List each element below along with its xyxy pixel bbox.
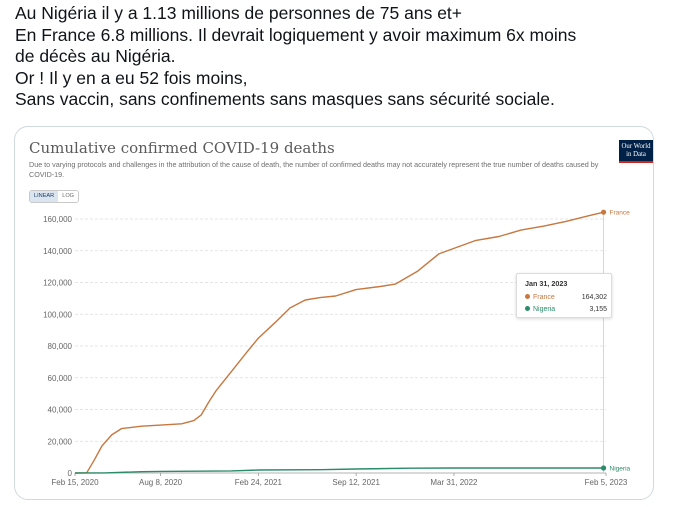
tooltip-series-name: France xyxy=(533,294,555,301)
x-tick-label: Feb 15, 2020 xyxy=(51,478,99,487)
tweet-media-card[interactable]: Cumulative confirmed COVID-19 deaths Due… xyxy=(14,126,654,500)
y-tick-label: 120,000 xyxy=(43,279,72,288)
series-endpoint-france xyxy=(600,209,607,215)
owid-logo-line2: in Data xyxy=(626,151,646,158)
tweet-line: Or ! Il y en a eu 52 fois moins, xyxy=(15,67,248,88)
series-line-france xyxy=(74,211,604,474)
owid-logo-line1: Our World xyxy=(621,143,651,150)
tooltip-row-france: France 164,302 xyxy=(525,294,607,301)
y-tick-label: 40,000 xyxy=(48,406,73,415)
y-tick-label: 0 xyxy=(68,469,73,478)
tooltip-row-nigeria: Nigeria 3,155 xyxy=(525,306,607,313)
scale-toggle: LINEAR LOG xyxy=(29,190,80,203)
series-endpoint-nigeria xyxy=(600,465,607,471)
x-tick-label: Mar 31, 2022 xyxy=(430,478,478,487)
series-label-nigeria: Nigeria xyxy=(610,465,631,472)
x-tick-label: Aug 8, 2020 xyxy=(139,478,183,487)
nigeria-dot-icon xyxy=(525,306,530,311)
tweet-line: Au Nigéria il y a 1.13 millions de perso… xyxy=(15,3,463,23)
tweet-line: de décès au Nigéria. xyxy=(15,46,176,66)
y-tick-label: 80,000 xyxy=(48,342,73,351)
chart-title: Cumulative confirmed COVID-19 deaths xyxy=(29,139,335,157)
y-tick-label: 140,000 xyxy=(43,247,72,256)
x-tick-label: Feb 5, 2023 xyxy=(585,478,628,487)
chart-tooltip: Jan 31, 2023 France 164,302 Nigeria 3,15… xyxy=(516,273,612,318)
tooltip-value: 164,302 xyxy=(581,294,607,301)
linear-scale-button[interactable]: LINEAR xyxy=(30,191,59,202)
tooltip-series-name: Nigeria xyxy=(533,306,556,313)
tweet-line: En France 6.8 millions. Il devrait logiq… xyxy=(15,24,577,45)
x-tick-label: Sep 12, 2021 xyxy=(332,478,380,487)
series-line-nigeria xyxy=(74,467,604,474)
tweet-line: Sans vaccin, sans confinements sans masq… xyxy=(15,89,555,109)
series-label-france: France xyxy=(610,210,631,217)
tooltip-value: 3,155 xyxy=(589,306,607,313)
y-tick-label: 60,000 xyxy=(48,374,73,383)
tooltip-date: Jan 31, 2023 xyxy=(525,279,568,288)
x-tick-label: Feb 24, 2021 xyxy=(235,478,283,487)
y-tick-label: 160,000 xyxy=(43,215,72,224)
owid-logo[interactable]: Our World in Data xyxy=(619,140,653,163)
chart-subtitle: Due to varying protocols and challenges … xyxy=(29,160,599,179)
y-tick-label: 20,000 xyxy=(48,437,73,446)
y-tick-label: 100,000 xyxy=(43,310,72,319)
tweet-text: Au Nigéria il y a 1.13 millions de perso… xyxy=(15,3,675,111)
france-dot-icon xyxy=(525,294,530,299)
log-scale-button[interactable]: LOG xyxy=(58,191,79,202)
